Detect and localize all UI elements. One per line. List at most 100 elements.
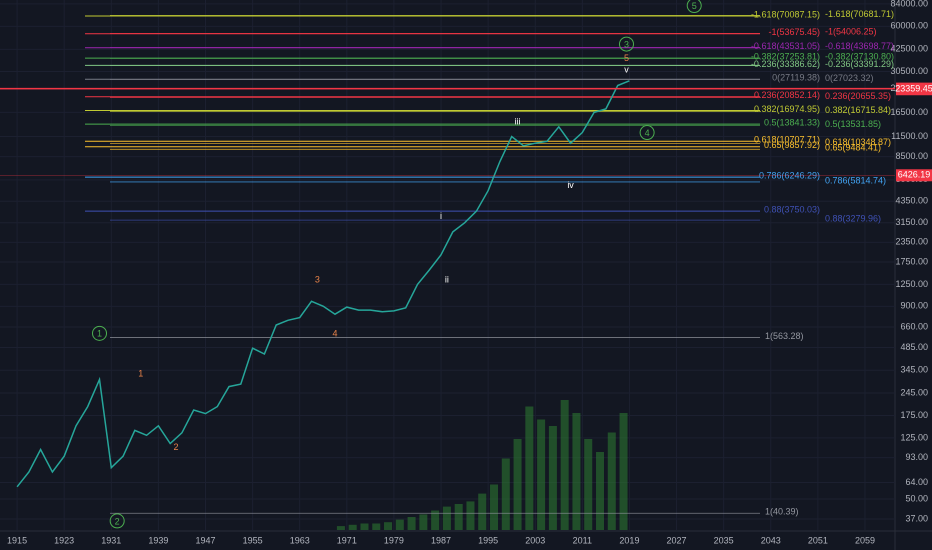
fib-label: 0.65(9484.41)	[825, 143, 881, 153]
price-tag-label: 23359.45	[895, 84, 932, 94]
volume-bar	[384, 522, 393, 530]
y-tick-label: 175.00	[900, 410, 928, 420]
wave-label: 3	[624, 39, 629, 49]
volume-bar	[395, 519, 404, 530]
volume-bar	[584, 439, 593, 530]
volume-bar	[478, 493, 487, 530]
wave-label: ii	[445, 275, 449, 285]
y-tick-label: 42500.00	[890, 44, 928, 54]
wave-circle	[639, 125, 655, 141]
x-tick-label: 1963	[290, 535, 310, 545]
wave-label: iii	[515, 116, 521, 126]
fib-label: 0.236(20655.35)	[825, 91, 891, 101]
fib-label: -0.618(43698.77)	[825, 41, 894, 51]
fib-label: 1(40.39)	[765, 507, 799, 517]
fib-label: 0(27119.38)	[772, 73, 820, 83]
volume-bar	[537, 419, 546, 530]
fib-label: 0.236(20852.14)	[754, 90, 820, 100]
fib-label: 0.786(5814.74)	[825, 175, 886, 185]
volume-bar	[501, 458, 510, 530]
volume-bar	[548, 426, 557, 530]
wave-circle	[686, 0, 702, 14]
y-tick-label: 660.00	[900, 321, 928, 331]
y-tick-label: 64.00	[905, 477, 928, 487]
wave-label: 4	[333, 329, 338, 339]
y-tick-label: 60000.00	[890, 21, 928, 31]
y-tick-label: 93.00	[905, 452, 928, 462]
volume-bar	[348, 524, 357, 530]
y-tick-label: 1750.00	[895, 256, 928, 266]
fib-label: 0.382(16974.95)	[754, 104, 820, 114]
price-tag	[896, 169, 932, 182]
volume-bar	[513, 439, 522, 530]
volume-bar	[431, 510, 440, 530]
fib-label: -0.236(33386.62)	[751, 59, 820, 69]
y-tick-label: 245.00	[900, 387, 928, 397]
fib-label: -1.618(70681.71)	[825, 9, 894, 19]
x-tick-label: 1939	[148, 535, 168, 545]
y-tick-label: 84000.00	[890, 0, 928, 8]
volume-bar	[419, 514, 428, 530]
wave-label: 1	[138, 369, 143, 379]
volume-bar	[619, 413, 628, 530]
volume-bar	[490, 484, 499, 530]
wave-label: 5	[692, 1, 697, 11]
wave-label: 3	[315, 275, 320, 285]
fib-label: 0.618(10707.71)	[754, 135, 820, 145]
fib-label: -1.618(70087.15)	[751, 9, 820, 19]
volume-bar	[607, 432, 616, 530]
wave-label: 5	[624, 53, 629, 63]
x-tick-label: 2043	[761, 535, 781, 545]
x-tick-label: 1923	[54, 535, 74, 545]
x-tick-label: 2059	[855, 535, 875, 545]
wave-circle	[619, 36, 634, 52]
fib-label: 0.382(16715.84)	[825, 105, 891, 115]
fib-label: 1(563.28)	[765, 331, 804, 341]
x-tick-label: 1955	[243, 535, 263, 545]
fib-label: 0.5(13531.85)	[825, 119, 881, 129]
y-tick-label: 4350.00	[895, 196, 928, 206]
wave-label: 4	[645, 128, 650, 138]
price-tag	[896, 83, 932, 96]
fib-label: -0.382(37253.81)	[751, 52, 820, 62]
y-tick-label: 1250.00	[895, 279, 928, 289]
wave-circle	[92, 325, 108, 341]
y-tick-label: 11500.00	[891, 131, 928, 141]
volume-bar	[407, 517, 416, 530]
wave-label: 1	[97, 329, 102, 339]
wave-circle	[109, 513, 125, 529]
x-tick-label: 1979	[384, 535, 404, 545]
x-tick-label: 1931	[101, 535, 121, 545]
y-tick-label: 30500.00	[890, 66, 928, 76]
y-tick-label: 2350.00	[895, 237, 928, 247]
x-tick-label: 1987	[431, 535, 451, 545]
volume-bar	[596, 452, 605, 530]
fib-label: 0.88(3750.03)	[764, 205, 820, 215]
volume-bar	[360, 523, 369, 530]
volume-bar	[336, 526, 345, 530]
y-tick-label: 900.00	[900, 301, 928, 311]
x-tick-label: 1915	[7, 535, 27, 545]
volume-bar	[466, 501, 475, 530]
fib-label: 0.618(10348.87)	[825, 137, 891, 147]
y-tick-label: 16500.00	[890, 107, 928, 117]
wave-label: iv	[567, 180, 574, 190]
x-tick-label: 1947	[195, 535, 215, 545]
volume-bar	[525, 406, 534, 530]
x-tick-label: 1995	[478, 535, 498, 545]
y-tick-label: 8500.00	[895, 151, 928, 161]
y-tick-label: 345.00	[900, 365, 928, 375]
x-tick-label: 2019	[619, 535, 639, 545]
fib-label: -1(53675.45)	[768, 27, 820, 37]
fib-label: -0.382(37130.80)	[825, 52, 894, 62]
y-tick-label: 3150.00	[895, 217, 928, 227]
x-tick-label: 2027	[667, 535, 687, 545]
price-line	[16, 80, 630, 488]
fib-label: 0.65(9857.92)	[764, 140, 820, 150]
fib-label: 0.5(13841.33)	[764, 118, 820, 128]
volume-bar	[454, 504, 463, 530]
volume-bar	[372, 523, 381, 530]
wave-label: 2	[174, 442, 179, 452]
